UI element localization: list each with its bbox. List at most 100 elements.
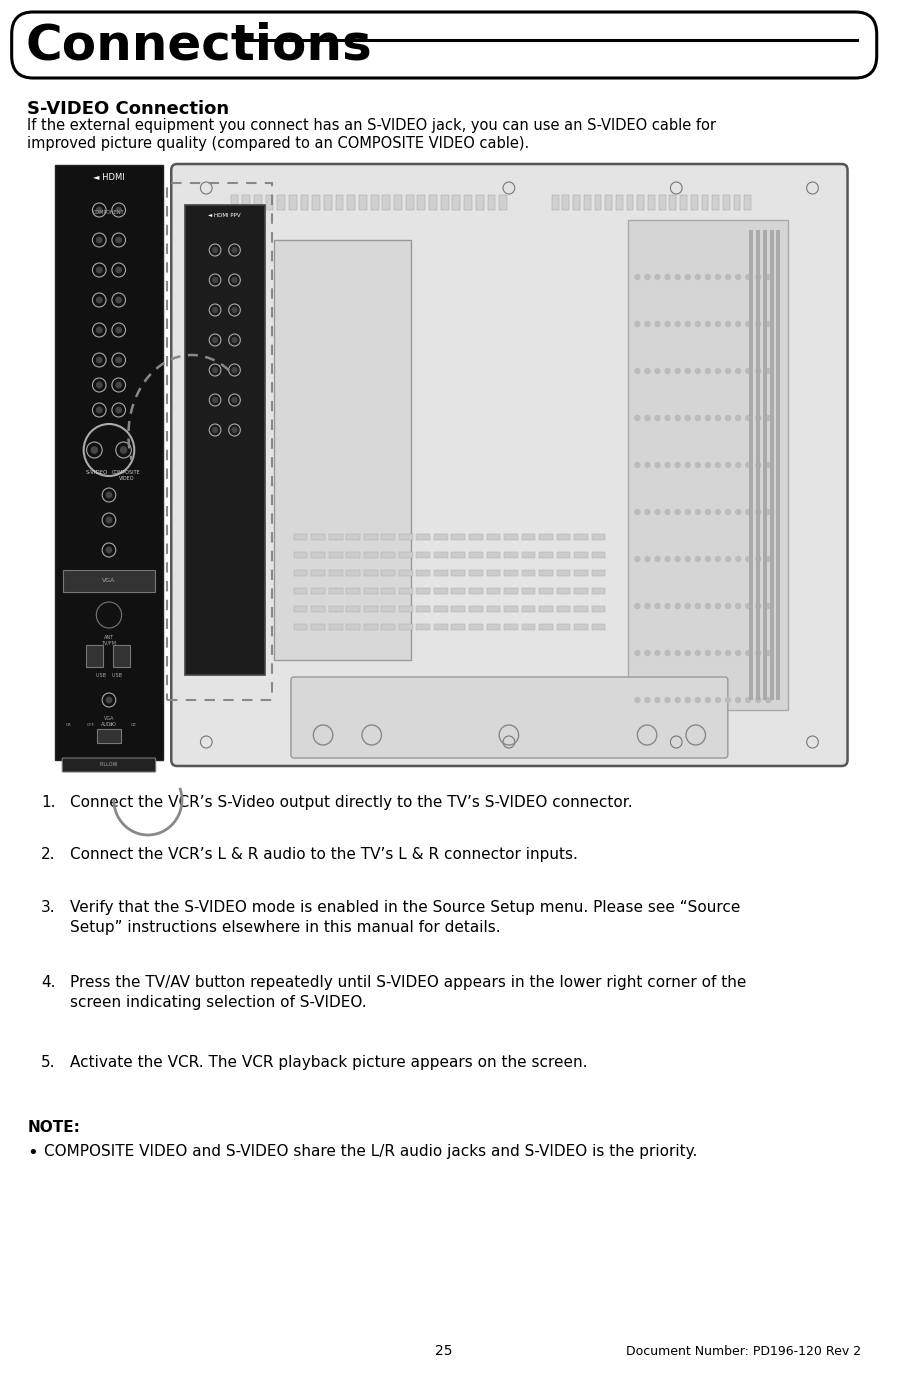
Circle shape xyxy=(676,603,680,609)
Circle shape xyxy=(696,698,700,702)
Bar xyxy=(539,588,552,593)
Bar xyxy=(557,552,571,559)
Bar xyxy=(452,606,465,612)
Bar xyxy=(521,552,535,559)
Bar xyxy=(776,230,781,701)
Bar xyxy=(329,570,342,575)
Bar xyxy=(346,606,360,612)
Text: CR: CR xyxy=(67,723,72,727)
Circle shape xyxy=(726,698,730,702)
Bar xyxy=(329,606,342,612)
Circle shape xyxy=(706,651,710,656)
Circle shape xyxy=(766,369,771,373)
Circle shape xyxy=(635,369,640,373)
Circle shape xyxy=(726,369,730,373)
Bar xyxy=(329,588,342,593)
Circle shape xyxy=(746,556,750,561)
Bar xyxy=(504,570,518,575)
Circle shape xyxy=(736,698,740,702)
Circle shape xyxy=(766,603,771,609)
Bar xyxy=(756,230,760,701)
Bar xyxy=(300,195,309,210)
Bar xyxy=(231,195,238,210)
Bar xyxy=(592,606,605,612)
Circle shape xyxy=(676,322,680,326)
Circle shape xyxy=(756,510,761,514)
Circle shape xyxy=(655,603,660,609)
Circle shape xyxy=(116,327,121,333)
Bar xyxy=(275,240,411,660)
Circle shape xyxy=(696,274,700,280)
Text: 2.: 2. xyxy=(41,847,56,862)
Bar xyxy=(364,624,378,630)
Circle shape xyxy=(716,698,720,702)
Circle shape xyxy=(706,510,710,514)
Bar xyxy=(770,230,773,701)
Bar xyxy=(691,195,698,210)
Bar xyxy=(416,588,430,593)
Bar xyxy=(434,588,447,593)
Circle shape xyxy=(756,462,761,468)
Bar xyxy=(469,552,483,559)
Bar xyxy=(86,645,103,667)
Bar xyxy=(294,588,308,593)
Bar xyxy=(254,195,262,210)
Bar xyxy=(434,606,447,612)
Circle shape xyxy=(116,357,121,362)
Circle shape xyxy=(706,462,710,468)
Circle shape xyxy=(676,462,680,468)
Circle shape xyxy=(696,556,700,561)
Circle shape xyxy=(726,603,730,609)
Circle shape xyxy=(706,698,710,702)
Bar xyxy=(311,588,325,593)
Text: improved picture quality (compared to an COMPOSITE VIDEO cable).: improved picture quality (compared to an… xyxy=(27,137,530,150)
Bar xyxy=(294,624,308,630)
Circle shape xyxy=(655,556,660,561)
Circle shape xyxy=(655,698,660,702)
Bar xyxy=(504,624,518,630)
Bar xyxy=(712,195,719,210)
Bar xyxy=(574,588,588,593)
Bar xyxy=(592,588,605,593)
Circle shape xyxy=(726,274,730,280)
Bar xyxy=(504,534,518,540)
Circle shape xyxy=(676,510,680,514)
Circle shape xyxy=(655,415,660,421)
Bar xyxy=(441,195,448,210)
Circle shape xyxy=(213,368,217,372)
Circle shape xyxy=(655,510,660,514)
Circle shape xyxy=(645,415,650,421)
Circle shape xyxy=(635,274,640,280)
Bar xyxy=(627,220,788,710)
Circle shape xyxy=(756,322,761,326)
Bar xyxy=(364,588,378,593)
Circle shape xyxy=(746,698,750,702)
Bar xyxy=(723,195,729,210)
Circle shape xyxy=(756,415,761,421)
Bar xyxy=(557,606,571,612)
Circle shape xyxy=(756,603,761,609)
Circle shape xyxy=(766,415,771,421)
Circle shape xyxy=(232,428,236,432)
Bar xyxy=(289,195,297,210)
Bar xyxy=(452,588,465,593)
Bar xyxy=(311,606,325,612)
Circle shape xyxy=(746,651,750,656)
Text: CZ: CZ xyxy=(131,723,136,727)
Circle shape xyxy=(696,510,700,514)
Text: OFF: OFF xyxy=(87,723,94,727)
Bar xyxy=(184,205,265,676)
Circle shape xyxy=(232,368,236,372)
Bar xyxy=(734,195,740,210)
Text: COMPOSITE
VIDEO: COMPOSITE VIDEO xyxy=(112,469,141,481)
Bar xyxy=(371,195,379,210)
Bar xyxy=(487,606,500,612)
Bar xyxy=(469,534,483,540)
Bar xyxy=(294,570,308,575)
Bar xyxy=(539,552,552,559)
Circle shape xyxy=(213,428,217,432)
Circle shape xyxy=(645,322,650,326)
Bar xyxy=(744,195,751,210)
Bar xyxy=(382,552,395,559)
Circle shape xyxy=(655,369,660,373)
